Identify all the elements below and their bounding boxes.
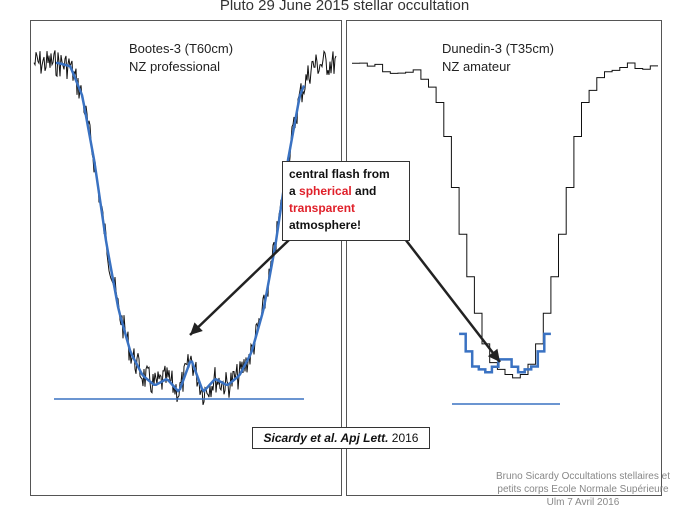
callout-spherical: spherical — [299, 184, 352, 198]
arrows — [189, 238, 501, 363]
citation-box: Sicardy et al. Apj Lett. 2016 — [252, 427, 430, 449]
callout-line4: atmosphere! — [289, 218, 362, 232]
left-fit-line — [56, 61, 306, 393]
left-arrow-head — [190, 322, 203, 335]
footer-line3: Ulm 7 Avril 2016 — [546, 497, 620, 508]
left-panel-label-line2: NZ professional — [129, 59, 221, 74]
footer-line2: petits corps Ecole Normale Supérieure — [497, 484, 669, 495]
central-flash-callout: central flash from a spherical and trans… — [282, 161, 410, 241]
right-data-step-line — [352, 62, 658, 379]
callout-line2-suffix: and — [351, 184, 377, 198]
right-plot — [352, 62, 658, 405]
right-arrow-head — [487, 348, 500, 362]
right-panel-label: Dunedin-3 (T35cm) NZ amateur — [442, 40, 554, 76]
right-panel-frame — [346, 20, 662, 496]
callout-line2: a spherical and — [289, 183, 409, 200]
left-panel-label-line1: Bootes-3 (T60cm) — [129, 41, 234, 56]
citation-year: 2016 — [388, 431, 419, 445]
right-fit-step-line — [459, 332, 551, 374]
page-title: Pluto 29 June 2015 stellar occultation — [219, 0, 470, 14]
callout-line1: central flash from — [289, 167, 390, 181]
citation-authors: Sicardy et al. Apj Lett. — [263, 431, 389, 445]
footer-credit: Bruno Sicardy Occultations stellaires et… — [478, 470, 688, 509]
footer-line1: Bruno Sicardy Occultations stellaires et — [496, 471, 670, 482]
callout-transparent: transparent — [289, 201, 356, 215]
right-arrow-shaft — [404, 238, 501, 363]
right-panel-label-line2: NZ amateur — [442, 59, 511, 74]
left-arrow-shaft — [189, 238, 291, 336]
callout-line2-prefix: a — [289, 184, 300, 198]
left-panel-label: Bootes-3 (T60cm) NZ professional — [129, 40, 233, 76]
right-panel-label-line1: Dunedin-3 (T35cm) — [442, 41, 554, 56]
